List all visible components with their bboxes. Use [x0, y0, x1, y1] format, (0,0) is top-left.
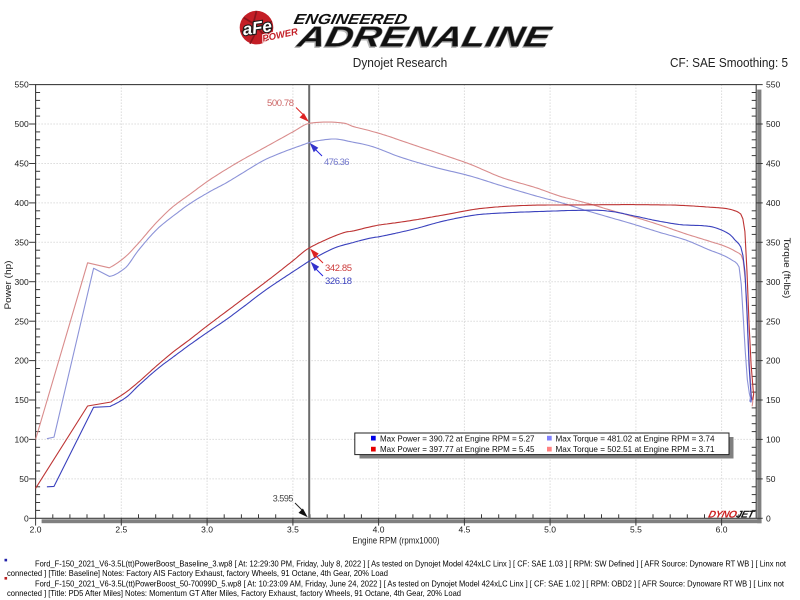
- svg-text:450: 450: [15, 159, 29, 169]
- svg-text:3.595: 3.595: [273, 494, 294, 504]
- svg-text:350: 350: [15, 237, 29, 247]
- svg-text:connected ] [Title: Baseline]: connected ] [Title: Baseline] Notes: Fac…: [7, 568, 388, 578]
- svg-text:ENGINEERED: ENGINEERED: [292, 12, 409, 28]
- svg-text:300: 300: [766, 277, 780, 287]
- svg-text:5.0: 5.0: [544, 525, 556, 535]
- svg-text:3.5: 3.5: [287, 525, 299, 535]
- svg-text:2.5: 2.5: [115, 525, 127, 535]
- svg-text:250: 250: [766, 316, 780, 326]
- svg-text:Engine RPM (rpmx1000): Engine RPM (rpmx1000): [353, 536, 440, 546]
- svg-text:connected ] [Title: PD5 After: connected ] [Title: PD5 After Miles] Not…: [7, 588, 461, 598]
- svg-text:4.5: 4.5: [458, 525, 470, 535]
- svg-text:476.36: 476.36: [324, 157, 350, 168]
- svg-text:200: 200: [15, 356, 29, 366]
- svg-text:0: 0: [24, 513, 29, 523]
- svg-text:4.0: 4.0: [373, 525, 385, 535]
- svg-text:6.0: 6.0: [716, 525, 728, 535]
- svg-text:342.85: 342.85: [325, 263, 352, 274]
- svg-text:CF: SAE Smoothing: 5: CF: SAE Smoothing: 5: [670, 55, 788, 70]
- svg-text:500.78: 500.78: [267, 98, 294, 109]
- svg-text:0: 0: [766, 513, 771, 523]
- svg-text:50: 50: [766, 474, 776, 484]
- svg-text:Power (hp): Power (hp): [3, 261, 14, 310]
- svg-text:DYNOJET: DYNOJET: [707, 510, 756, 521]
- svg-text:550: 550: [15, 80, 29, 90]
- svg-text:3.0: 3.0: [201, 525, 213, 535]
- svg-text:ADRENALINE: ADRENALINE: [293, 21, 555, 54]
- svg-text:100: 100: [15, 435, 29, 445]
- svg-text:5.5: 5.5: [630, 525, 642, 535]
- svg-text:Max Torque = 502.51 at Engine: Max Torque = 502.51 at Engine RPM = 3.71: [556, 444, 715, 454]
- svg-text:50: 50: [19, 474, 29, 484]
- svg-text:250: 250: [15, 316, 29, 326]
- svg-text:450: 450: [766, 159, 780, 169]
- svg-text:550: 550: [766, 80, 780, 90]
- svg-text:100: 100: [766, 435, 780, 445]
- svg-text:326.18: 326.18: [325, 276, 352, 287]
- svg-text:150: 150: [15, 395, 29, 405]
- svg-text:2.0: 2.0: [30, 525, 42, 535]
- svg-text:400: 400: [15, 198, 29, 208]
- svg-text:Torque (ft-lbs): Torque (ft-lbs): [782, 238, 792, 299]
- svg-text:350: 350: [766, 237, 780, 247]
- svg-text:Dynojet Research: Dynojet Research: [353, 55, 448, 70]
- svg-text:200: 200: [766, 356, 780, 366]
- svg-text:300: 300: [15, 277, 29, 287]
- svg-text:500: 500: [766, 119, 780, 129]
- svg-text:ADRENALINE: ADRENALINE: [292, 22, 554, 55]
- svg-text:150: 150: [766, 395, 780, 405]
- svg-text:Ford_F-150_2021_V6-3.5L(tt)Pow: Ford_F-150_2021_V6-3.5L(tt)PowerBoost_50…: [35, 579, 785, 589]
- svg-text:Max Power = 397.77 at Engine R: Max Power = 397.77 at Engine RPM = 5.45: [380, 444, 535, 454]
- svg-text:Ford_F-150_2021_V6-3.5L(tt)Pow: Ford_F-150_2021_V6-3.5L(tt)PowerBoost_Ba…: [35, 559, 787, 569]
- svg-text:Max Torque = 481.02 at Engine: Max Torque = 481.02 at Engine RPM = 3.74: [556, 433, 715, 443]
- svg-text:500: 500: [15, 119, 29, 129]
- svg-text:400: 400: [766, 198, 780, 208]
- svg-text:Max Power = 390.72 at Engine R: Max Power = 390.72 at Engine RPM = 5.27: [380, 433, 535, 443]
